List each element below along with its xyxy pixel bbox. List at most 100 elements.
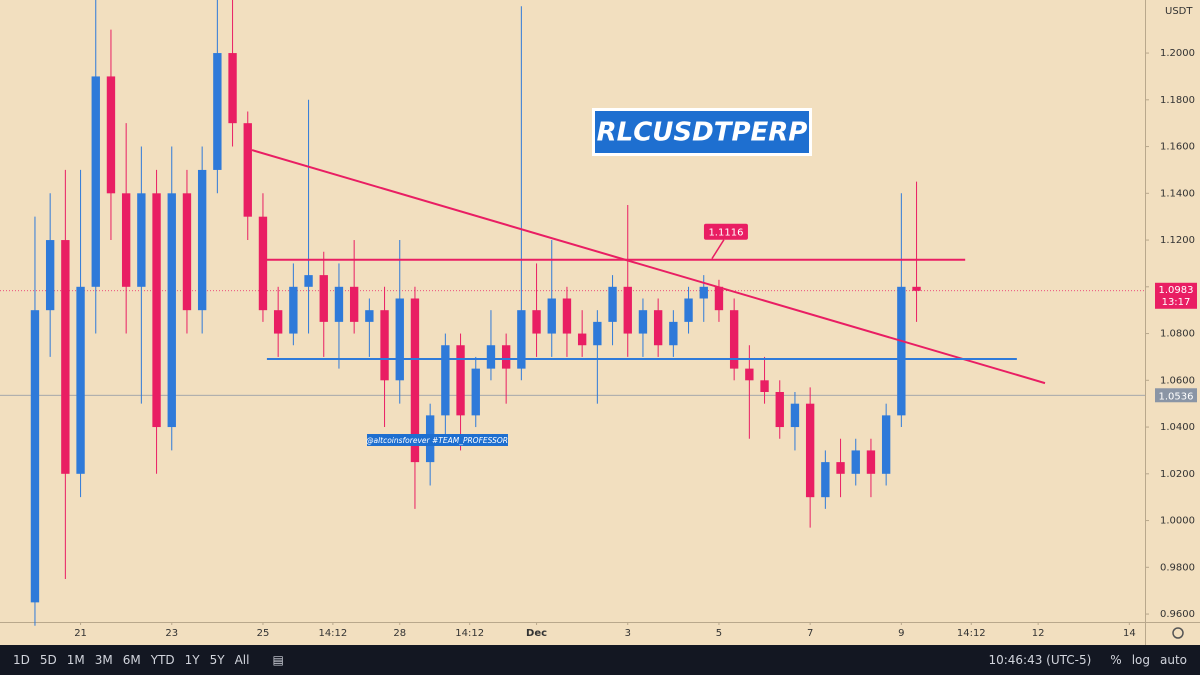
candle-body (258, 216, 268, 311)
range-button[interactable]: 5D (39, 653, 57, 667)
candle-body (851, 450, 860, 474)
candle-body (304, 275, 313, 287)
range-button[interactable]: YTD (150, 653, 175, 667)
candle-body (121, 193, 131, 287)
candle-body (805, 403, 815, 498)
x-tick-label: 14:12 (455, 628, 484, 639)
range-button[interactable]: All (234, 653, 250, 667)
y-tick-label: 1.1400 (1160, 188, 1195, 199)
y-tick-label: 1.2000 (1160, 48, 1195, 59)
candle-body (182, 193, 192, 311)
candle-body (486, 345, 496, 369)
candle-body (137, 193, 146, 287)
candle-body (623, 286, 632, 334)
last-price-tag (1155, 282, 1197, 309)
y-tick-label: 0.9800 (1160, 562, 1195, 573)
candle-body (517, 310, 526, 369)
candle-body (760, 380, 769, 392)
range-button[interactable]: 5Y (209, 653, 225, 667)
range-button[interactable]: 1D (13, 653, 30, 667)
y-tick-label: 1.0000 (1160, 516, 1195, 527)
price-line-label: 1.0536 (1159, 391, 1194, 402)
chart-title: RLCUSDTPERP (597, 118, 808, 148)
candle-body (456, 345, 465, 416)
candle-body (289, 286, 298, 334)
range-buttons: 1D 5D 1M 3M 6M YTD 1Y 5Y All (8, 653, 254, 667)
candle-body (790, 403, 800, 428)
candle-body (441, 345, 450, 416)
x-tick-label: 23 (165, 628, 178, 639)
candle-body (167, 193, 176, 428)
candle-body (897, 286, 906, 416)
y-tick-label: 1.1200 (1160, 235, 1195, 246)
y-tick-label: 1.1800 (1160, 95, 1195, 106)
candle-body (593, 321, 602, 346)
settings-icon[interactable] (1172, 627, 1184, 639)
candle-body (76, 286, 85, 474)
candle-body (881, 415, 891, 474)
x-tick-label: 3 (625, 628, 631, 639)
candle-body (821, 462, 830, 498)
candle-body (228, 53, 237, 124)
candle-body (273, 310, 283, 334)
range-button[interactable]: 1Y (184, 653, 200, 667)
y-tick-label: 1.0800 (1160, 329, 1195, 340)
calendar-icon[interactable]: ▤ (272, 653, 284, 667)
watermark: @altcoinsforever #TEAM_PROFESSOR (366, 436, 508, 445)
x-tick-label: Dec (526, 628, 547, 639)
percent-toggle[interactable]: % (1110, 653, 1122, 667)
candle-body (669, 321, 678, 346)
x-tick-label: 14:12 (957, 628, 986, 639)
y-tick-label: 1.0400 (1160, 422, 1195, 433)
x-tick-label: 12 (1032, 628, 1045, 639)
label-pointer (711, 239, 725, 260)
candle-body (714, 286, 724, 311)
price-line-tag (1155, 388, 1197, 403)
range-button[interactable]: 6M (122, 653, 141, 667)
candle-body (30, 310, 40, 603)
watermark-box (367, 434, 508, 446)
auto-toggle[interactable]: auto (1159, 653, 1187, 667)
chart: USDT 0.9600 0.9800 1.0000 1.0200 1.0400 1.060… (0, 0, 1200, 645)
candle-body (562, 298, 572, 334)
x-tick-label: 25 (257, 628, 270, 639)
candle-body (775, 391, 784, 428)
candle-body (106, 76, 116, 194)
x-tick-label: 21 (74, 628, 87, 639)
candle-body (745, 368, 754, 381)
candle-body (912, 286, 921, 291)
candle-body (349, 286, 359, 322)
countdown: 13:17 (1162, 297, 1191, 308)
candle-body (213, 53, 222, 170)
candle-body (334, 286, 344, 322)
candle-body (866, 450, 876, 474)
candle-body (577, 333, 587, 346)
x-tick-label: 7 (807, 628, 813, 639)
candle-body (836, 462, 845, 474)
label-box (703, 223, 748, 240)
currency: USDT (1165, 6, 1193, 17)
candle-body (61, 240, 70, 474)
log-toggle[interactable]: log (1131, 653, 1150, 667)
y-tick-label: 1.1600 (1160, 142, 1195, 153)
candle-body (532, 310, 541, 334)
range-button[interactable]: 1M (66, 653, 85, 667)
candle-body (547, 298, 556, 334)
y-tick-label: 1.0200 (1160, 469, 1195, 480)
y-tick-label: 0.9600 (1160, 609, 1195, 620)
title-box-inner (595, 111, 809, 153)
drawn-line (251, 149, 1046, 385)
x-tick-label: 5 (716, 628, 722, 639)
line-label: 1.1116 (708, 228, 743, 239)
candle-body (365, 310, 374, 322)
candle-body (653, 310, 663, 346)
candle-body (243, 123, 252, 217)
candle-body (152, 193, 161, 428)
toolbar: 1D 5D 1M 3M 6M YTD 1Y 5Y All ▤ 10:46:43 (UTC-5) … (0, 645, 1200, 675)
candle-body (91, 76, 100, 287)
x-tick-label: 14 (1123, 628, 1136, 639)
candle-body (699, 286, 708, 299)
range-button[interactable]: 3M (94, 653, 113, 667)
candle-body (684, 298, 693, 322)
